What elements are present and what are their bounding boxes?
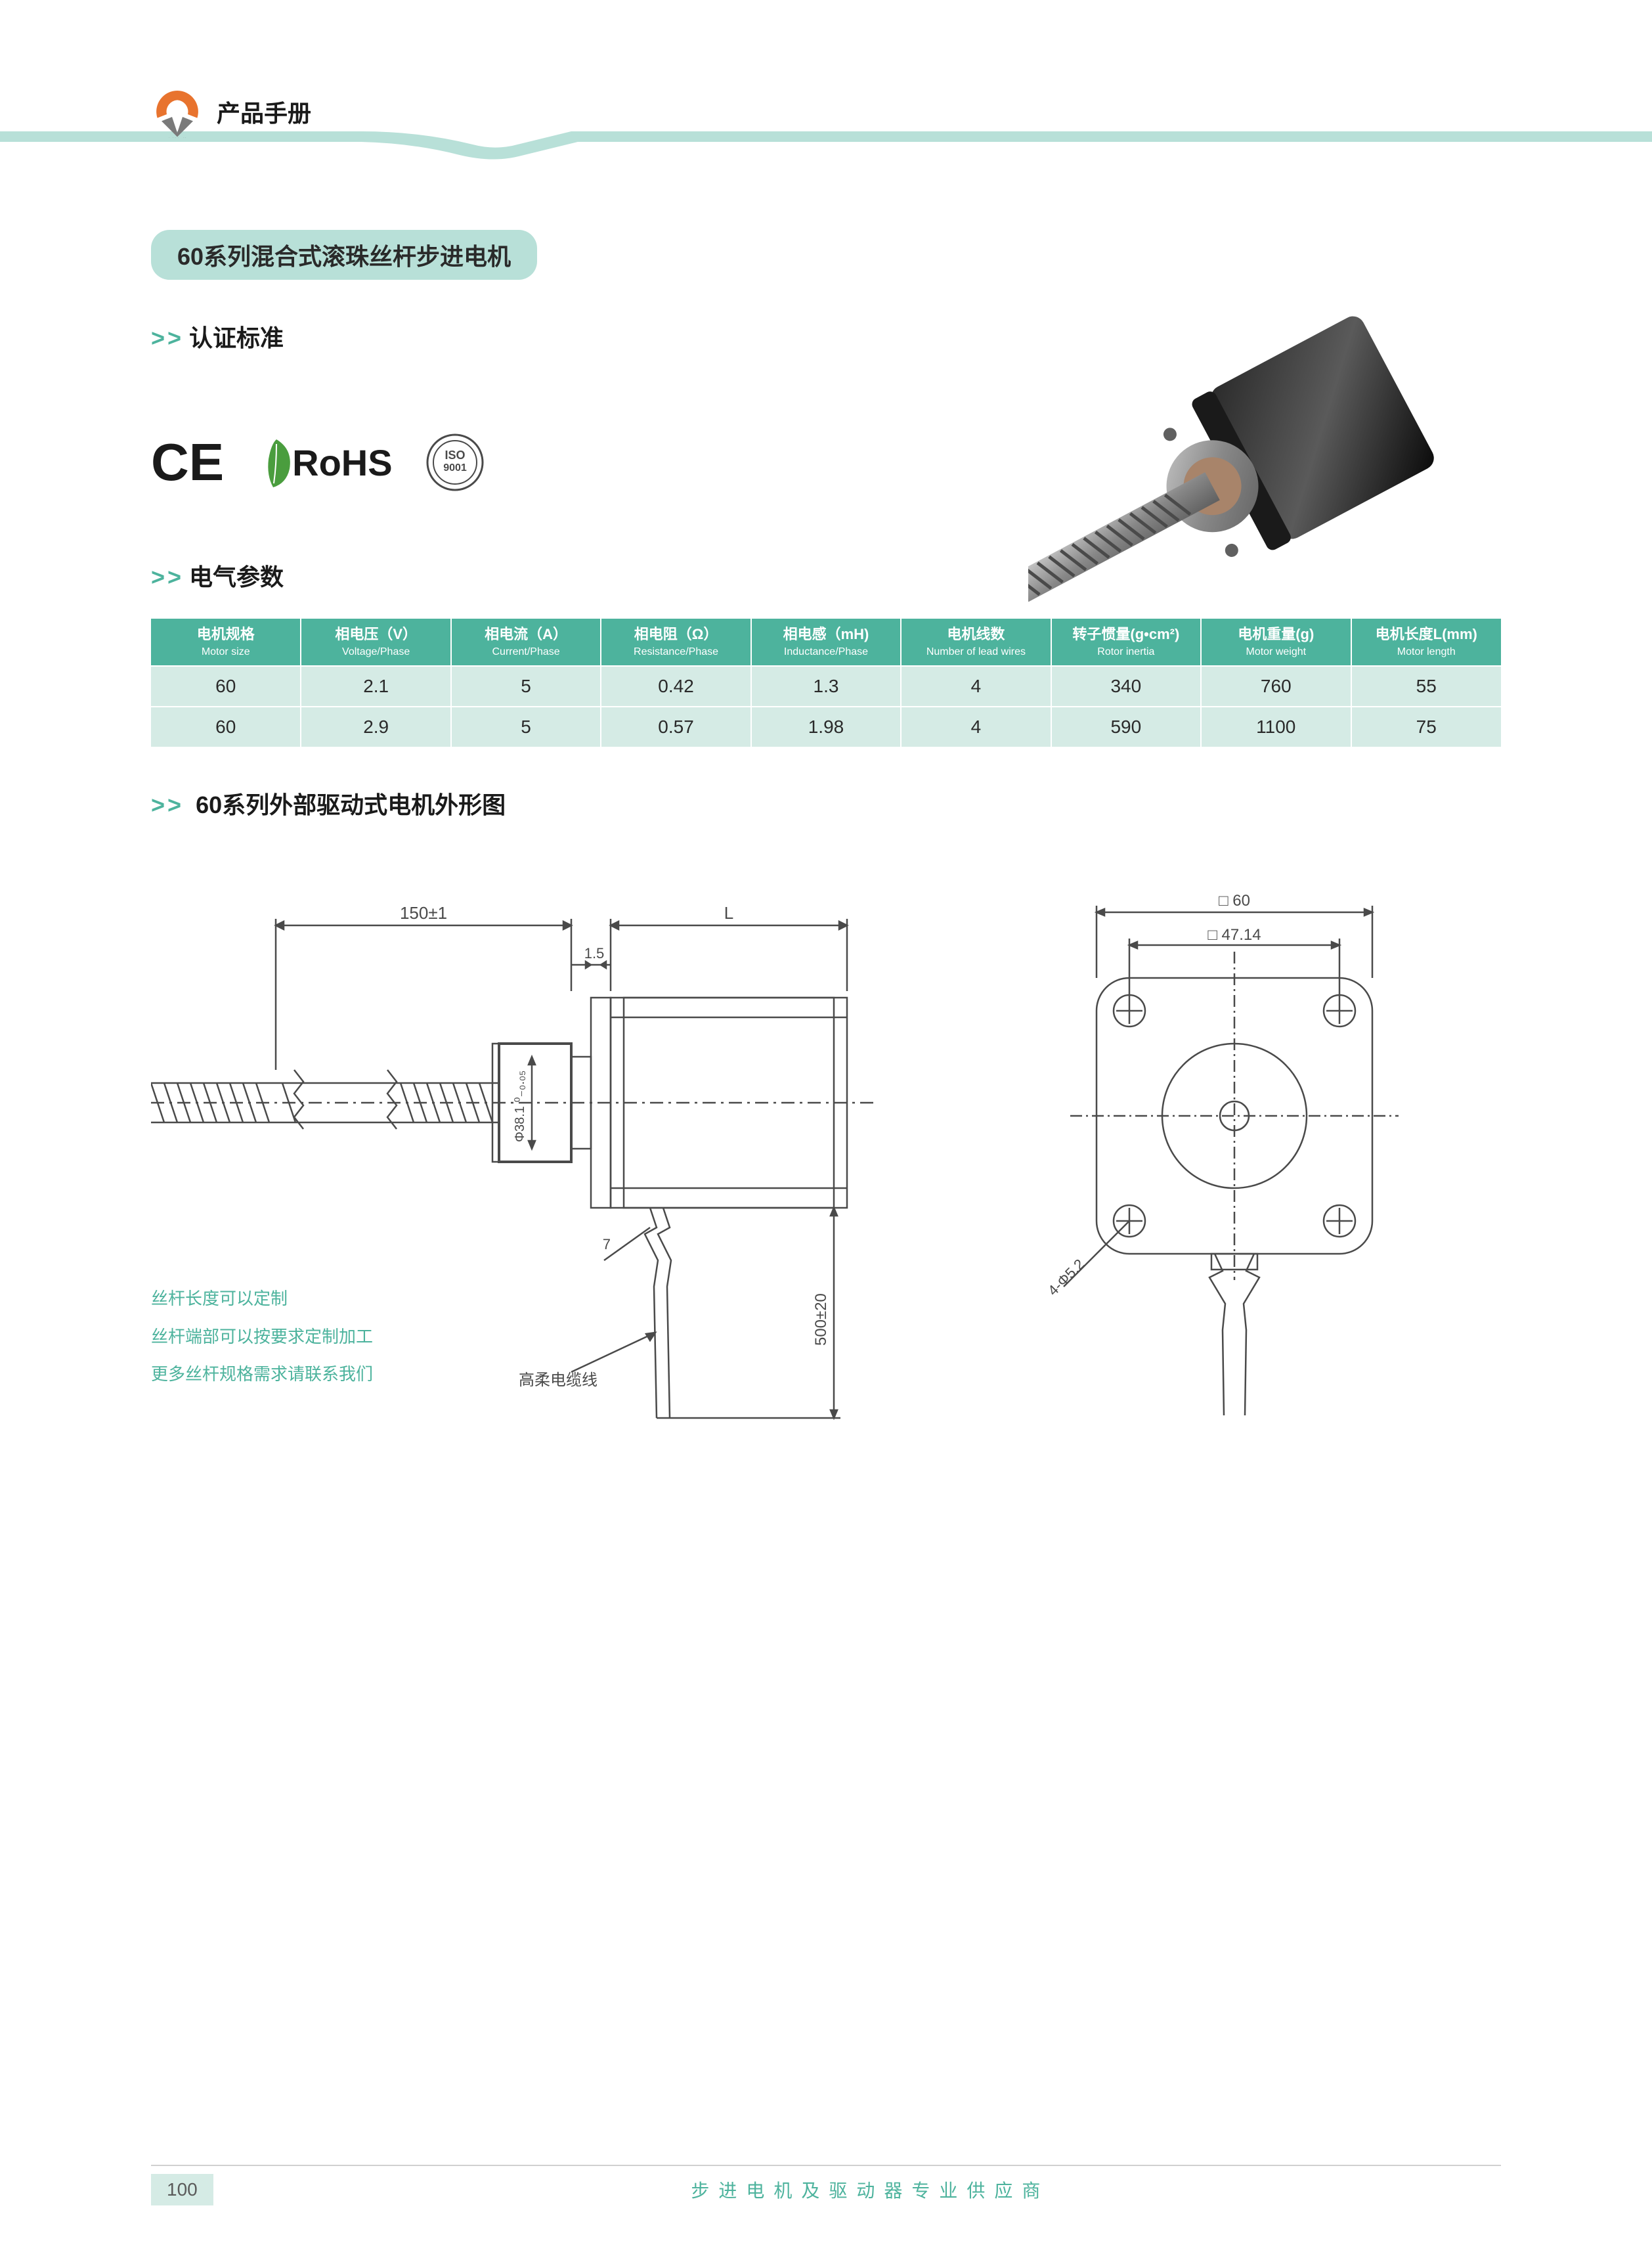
page-footer: 100 步进电机及驱动器专业供应商 (0, 2174, 1652, 2205)
section-title-pill: 60系列混合式滚珠丝杆步进电机 (151, 230, 537, 280)
svg-text:L: L (724, 903, 733, 923)
brand-logo-icon: 离控智能 (151, 85, 204, 138)
svg-text:□ 47.14: □ 47.14 (1207, 926, 1261, 944)
svg-text:Φ38.1 ⁰₋₀.₀₅: Φ38.1 ⁰₋₀.₀₅ (513, 1071, 527, 1142)
leaf-icon (257, 436, 296, 489)
content-area: 60系列混合式滚珠丝杆步进电机 >>认证标准 CE RoHS ISO (0, 144, 1652, 1648)
table-cell: 5 (451, 707, 601, 747)
table-cell: 590 (1051, 707, 1201, 747)
diagram-area: 150±1 L 1.5 (151, 860, 1501, 1648)
svg-text:7: 7 (603, 1236, 611, 1252)
table-cell: 0.42 (601, 666, 750, 707)
table-cell: 55 (1351, 666, 1502, 707)
table-cell: 4 (901, 707, 1051, 747)
page-number: 100 (151, 2174, 213, 2205)
front-view-diagram: □ 60 □ 47.14 4-Φ5.2 (1018, 860, 1477, 1451)
footer-text: 步进电机及驱动器专业供应商 (240, 2177, 1501, 2203)
svg-text:1.5: 1.5 (584, 945, 605, 962)
svg-text:150±1: 150±1 (400, 903, 447, 923)
page-header: 离控智能 产品手册 (0, 0, 1652, 144)
table-header-cell: 电机规格Motor size (151, 619, 301, 666)
cert-icons: CE RoHS ISO 9001 (151, 432, 485, 493)
table-header-cell: 相电阻（Ω）Resistance/Phase (601, 619, 750, 666)
table-cell: 75 (1351, 707, 1502, 747)
svg-text:500±20: 500±20 (812, 1293, 830, 1346)
rohs-text: RoHS (292, 441, 392, 484)
footer-divider (151, 2165, 1501, 2166)
elec-heading-text: 电气参数 (189, 564, 284, 590)
svg-text:高柔电缆线: 高柔电缆线 (519, 1371, 598, 1389)
table-cell: 1100 (1201, 707, 1351, 747)
svg-text:离控智能: 离控智能 (167, 137, 188, 138)
ce-mark-icon: CE (151, 432, 224, 493)
cert-heading-text: 认证标准 (189, 324, 284, 351)
table-cell: 760 (1201, 666, 1351, 707)
logo-area: 离控智能 产品手册 (151, 85, 311, 138)
product-photo (1028, 288, 1501, 629)
table-header-cell: 相电流（A）Current/Phase (451, 619, 601, 666)
rohs-mark-icon: RoHS (257, 436, 392, 489)
svg-text:□ 60: □ 60 (1219, 892, 1250, 910)
table-cell: 340 (1051, 666, 1201, 707)
svg-text:9001: 9001 (443, 462, 467, 474)
table-cell: 4 (901, 666, 1051, 707)
table-cell: 60 (151, 666, 301, 707)
table-cell: 0.57 (601, 707, 750, 747)
cert-section: >>认证标准 CE RoHS ISO 9001 (151, 319, 1501, 493)
table-row: 602.950.571.984590110075 (151, 707, 1501, 747)
svg-text:ISO: ISO (445, 449, 465, 462)
table-row: 602.150.421.3434076055 (151, 666, 1501, 707)
note-line: 丝杆长度可以定制 (151, 1280, 373, 1317)
diagram-notes: 丝杆长度可以定制 丝杆端部可以按要求定制加工 更多丝杆规格需求请联系我们 (151, 1280, 373, 1393)
table-cell: 1.3 (751, 666, 901, 707)
chevron-icon: >> (151, 324, 184, 351)
chevron-icon: >> (151, 791, 184, 818)
table-header-cell: 相电压（V）Voltage/Phase (301, 619, 450, 666)
note-line: 更多丝杆规格需求请联系我们 (151, 1356, 373, 1393)
iso-mark-icon: ISO 9001 (425, 433, 485, 492)
header-title: 产品手册 (217, 95, 311, 129)
diagram-heading: >> 60系列外部驱动式电机外形图 (151, 786, 1501, 820)
svg-text:4-Φ5.2: 4-Φ5.2 (1045, 1256, 1088, 1299)
note-line: 丝杆端部可以按要求定制加工 (151, 1318, 373, 1356)
table-cell: 2.1 (301, 666, 450, 707)
table-header-cell: 相电感（mH)Inductance/Phase (751, 619, 901, 666)
spec-table: 电机规格Motor size相电压（V）Voltage/Phase相电流（A）C… (151, 619, 1501, 747)
table-cell: 5 (451, 666, 601, 707)
table-cell: 2.9 (301, 707, 450, 747)
table-cell: 60 (151, 707, 301, 747)
chevron-icon: >> (151, 564, 184, 590)
table-cell: 1.98 (751, 707, 901, 747)
diagram-heading-text: 60系列外部驱动式电机外形图 (196, 791, 506, 818)
